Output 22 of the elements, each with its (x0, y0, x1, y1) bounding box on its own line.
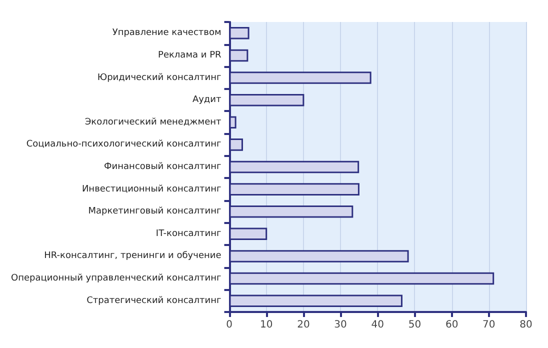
y-tick-label: Операционный управленческий консалтинг (10, 274, 222, 284)
x-tick-label: 20 (297, 320, 310, 330)
x-tick-label: 80 (520, 320, 532, 330)
y-tick-label: Финансовый консалтинг (104, 162, 222, 172)
y-tick-label: Юридический консалтинг (97, 72, 222, 83)
y-tick-label: Аудит (192, 95, 222, 106)
y-tick-label: Управление качеством (112, 28, 222, 38)
x-tick-label: 30 (334, 320, 347, 330)
y-tick-label: Реклама и PR (158, 50, 222, 60)
y-tick-label: Инвестиционный консалтинг (82, 184, 222, 194)
y-tick-label: IT-консалтинг (156, 228, 222, 239)
x-tick-label: 50 (408, 320, 422, 330)
y-tick-label: Экологический менеджмент (84, 117, 222, 128)
y-tick-label: HR-консалтинг, тренинги и обучение (44, 251, 222, 262)
x-tick-label: 60 (445, 320, 458, 330)
x-tick-label: 0 (226, 320, 232, 330)
x-tick-label: 40 (371, 320, 384, 330)
x-tick-label: 10 (260, 320, 273, 330)
x-tick-label: 70 (482, 320, 496, 330)
y-tick-label: Стратегический консалтинг (86, 296, 222, 306)
y-tick-label: Маркетинговый консалтинг (88, 206, 222, 217)
y-tick-label: Социально-психологический консалтинг (26, 140, 222, 150)
